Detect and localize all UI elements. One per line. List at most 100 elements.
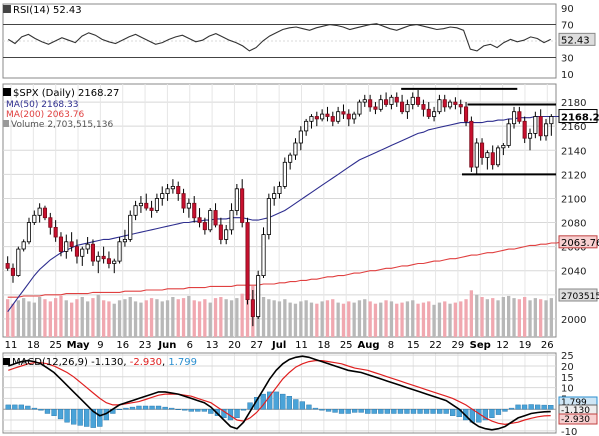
candle xyxy=(549,114,554,136)
candle-body xyxy=(186,202,191,209)
candle-body xyxy=(426,108,431,117)
macd-histogram-bar xyxy=(450,409,456,416)
volume-bar xyxy=(235,298,239,337)
macd-histogram-bar xyxy=(142,405,149,410)
macd-histogram-bar xyxy=(319,409,325,411)
candle-body xyxy=(421,104,426,110)
volume-bar xyxy=(6,299,10,337)
candle xyxy=(453,97,458,110)
ma200-badge xyxy=(558,235,598,249)
candle-body xyxy=(309,116,314,122)
volume-bar xyxy=(469,290,473,337)
macd-histogram-bar xyxy=(410,409,417,414)
x-tick-label: 8 xyxy=(388,340,394,351)
macd-hist-value: 1.799 xyxy=(168,357,197,368)
candle-body xyxy=(224,229,229,240)
candle xyxy=(229,203,234,235)
macd-histogram-bar xyxy=(548,405,554,410)
volume-bar xyxy=(128,297,132,337)
macd-signal-value: -2.930 xyxy=(130,357,162,368)
candle-body xyxy=(357,101,362,115)
volume-bar xyxy=(176,299,180,337)
candle xyxy=(341,104,346,119)
candle xyxy=(165,183,170,201)
volume-bar xyxy=(75,299,79,337)
candle xyxy=(192,196,197,223)
volume-bar xyxy=(432,304,436,337)
macd-histogram-bar xyxy=(57,409,64,420)
volume-bar xyxy=(395,303,399,337)
candle-body xyxy=(250,299,255,318)
candle xyxy=(250,290,255,327)
candle xyxy=(245,217,250,305)
candle xyxy=(64,234,69,259)
volume-bar xyxy=(485,299,489,337)
volume-bar xyxy=(208,302,212,337)
candle-body xyxy=(5,263,10,269)
candle-body xyxy=(320,113,325,120)
candle xyxy=(85,237,90,254)
candle-body xyxy=(202,222,207,231)
candle-body xyxy=(80,248,85,257)
macd-histogram-bar xyxy=(541,404,547,410)
macd-histogram-bar xyxy=(417,409,423,414)
candle xyxy=(42,205,47,221)
x-tick-label: 13 xyxy=(206,340,219,351)
candle xyxy=(538,109,543,141)
rsi-tick-label: 30 xyxy=(561,53,574,64)
candle xyxy=(58,232,63,257)
x-tick-label: 25 xyxy=(340,340,353,351)
volume-bar xyxy=(245,279,250,337)
candle-body xyxy=(218,224,223,240)
x-tick-label: 23 xyxy=(139,340,152,351)
macd-histogram-bar xyxy=(208,409,214,414)
candle xyxy=(383,92,389,107)
macd-histogram-bar xyxy=(476,409,482,423)
volume-bar xyxy=(91,298,95,337)
candle-body xyxy=(128,214,133,240)
macd-histogram-bar xyxy=(299,401,305,410)
volume-bar xyxy=(453,302,457,337)
candle xyxy=(101,246,106,264)
x-tick-label: Sep xyxy=(470,340,491,351)
rsi-panel: 907050301052.43 xyxy=(2,3,596,81)
volume-bar xyxy=(325,300,330,337)
price-tick-label: 2100 xyxy=(561,194,586,205)
candle xyxy=(202,217,207,235)
candle xyxy=(96,251,101,274)
candle xyxy=(389,94,394,110)
macd-histogram-bar xyxy=(175,409,181,411)
macd-histogram-bar xyxy=(25,405,31,410)
candle xyxy=(240,179,245,228)
macd-histogram-bar xyxy=(83,409,90,427)
candle-body xyxy=(495,147,501,166)
x-tick-label: 11 xyxy=(295,340,308,351)
candle-body xyxy=(501,144,506,149)
candle xyxy=(314,111,319,127)
volume-bar xyxy=(475,294,479,337)
candle xyxy=(5,256,10,271)
volume-bar xyxy=(192,300,196,337)
candle xyxy=(447,99,453,110)
rsi-line xyxy=(8,23,551,52)
candle xyxy=(517,106,522,124)
volume-bar xyxy=(336,302,340,337)
macd-histogram-bar xyxy=(155,405,162,410)
candle xyxy=(378,94,383,112)
candle-body xyxy=(240,188,245,223)
candle-body xyxy=(282,161,287,187)
candle-body xyxy=(272,193,277,199)
macd-histogram-bar xyxy=(77,409,83,426)
x-tick-label: 22 xyxy=(429,340,442,351)
macd-histogram-bar xyxy=(391,409,397,414)
macd-histogram-bar xyxy=(64,409,70,423)
candle-body xyxy=(528,132,533,139)
volume-bar xyxy=(421,302,426,337)
volume-bar xyxy=(341,303,346,337)
candle-body xyxy=(447,101,453,108)
candle-body xyxy=(325,113,330,117)
candle xyxy=(304,118,309,136)
macd-histogram-bar xyxy=(521,404,528,410)
candle-body xyxy=(314,116,319,120)
macd-value-badge xyxy=(558,413,598,425)
